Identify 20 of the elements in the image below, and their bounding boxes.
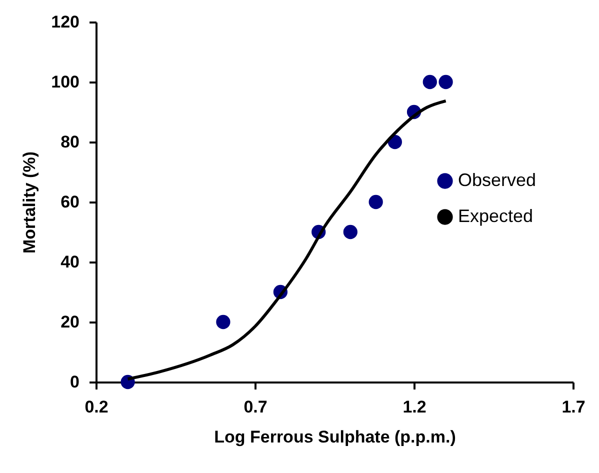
x-axis-title: Log Ferrous Sulphate (p.p.m.) (214, 428, 456, 446)
y-tick-label: 0 (70, 372, 80, 392)
legend-label: Expected (458, 206, 534, 226)
point (216, 314, 230, 330)
legend-label: Observed (458, 170, 536, 190)
y-tick-label: 80 (60, 132, 80, 152)
point (343, 224, 358, 240)
x-tick-label: 0.7 (244, 398, 268, 416)
y-tick-label: 120 (51, 12, 80, 32)
point (368, 194, 383, 210)
y-tick-label: 100 (51, 72, 80, 92)
x-tick-label: 0.2 (84, 398, 108, 416)
y-tick-label: 60 (60, 192, 80, 212)
x-tick-label: 1.7 (562, 398, 586, 416)
y-tick-label: 20 (60, 312, 80, 332)
point (422, 74, 437, 90)
point (438, 74, 453, 90)
y-tick-label: 40 (60, 252, 80, 272)
x-tick-label: 1.2 (402, 398, 426, 416)
y-axis-title: Mortality (%) (20, 152, 40, 254)
